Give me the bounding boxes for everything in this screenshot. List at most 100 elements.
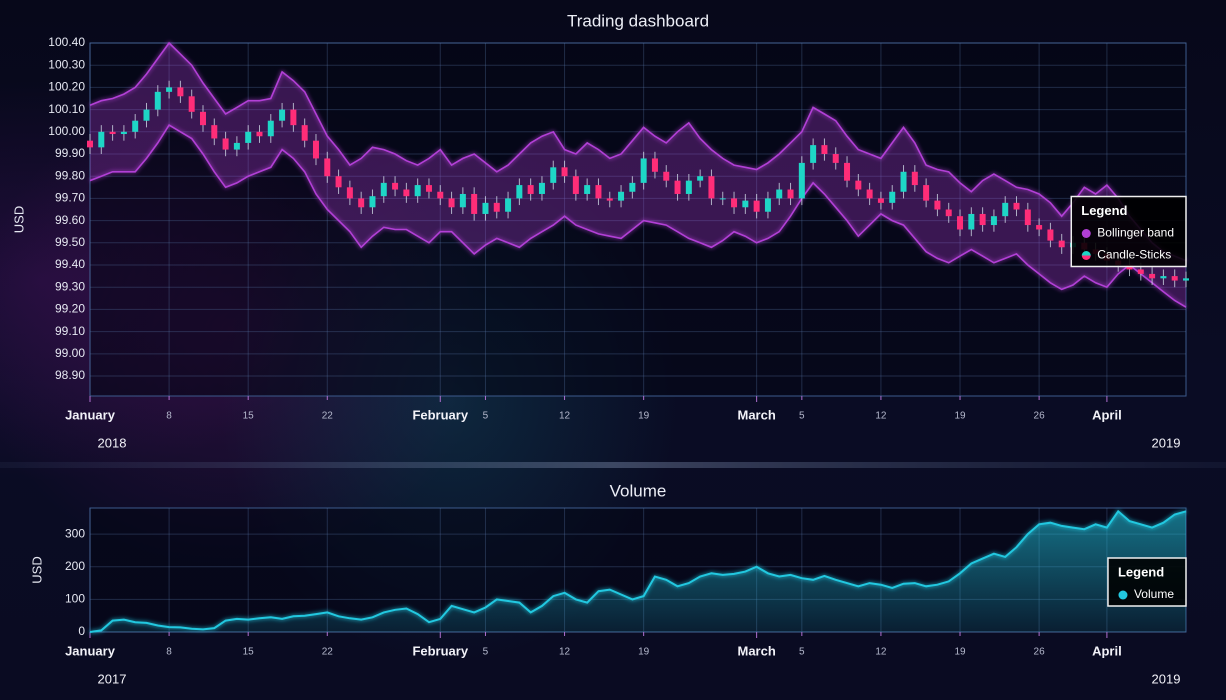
y-tick-label: 100.30 bbox=[48, 57, 85, 71]
candle-body bbox=[222, 138, 229, 150]
candle-body bbox=[697, 176, 704, 181]
y-tick-label: 99.10 bbox=[55, 324, 85, 338]
legend-icon bbox=[1081, 229, 1091, 238]
candle-body bbox=[1013, 202, 1020, 210]
candle-body bbox=[143, 109, 150, 121]
band-fill bbox=[90, 43, 1186, 308]
candle-body bbox=[448, 198, 455, 208]
year-label: 2019 bbox=[1152, 671, 1181, 686]
candle-body bbox=[403, 189, 410, 197]
candle-body bbox=[934, 200, 941, 210]
legend-entry: Volume bbox=[1134, 587, 1174, 601]
candle-body bbox=[776, 189, 783, 199]
candle-body bbox=[742, 200, 749, 208]
candle-body bbox=[505, 198, 512, 212]
x-tick-label: 12 bbox=[875, 411, 887, 422]
y-tick-label: 100 bbox=[65, 592, 85, 606]
candle-body bbox=[188, 96, 195, 112]
y-tick-label: 99.00 bbox=[55, 346, 85, 360]
candle-body bbox=[1183, 278, 1189, 281]
candle-body bbox=[516, 185, 523, 199]
candle-body bbox=[392, 182, 399, 190]
x-tick-label: 12 bbox=[875, 647, 887, 658]
candle-body bbox=[425, 185, 432, 192]
band-lower bbox=[89, 124, 1187, 308]
y-tick-label: 99.80 bbox=[55, 168, 85, 182]
candle-body bbox=[855, 180, 862, 190]
candle-body bbox=[380, 182, 387, 197]
candle-body bbox=[900, 171, 907, 192]
x-tick-label: 26 bbox=[1034, 647, 1046, 658]
candle-body bbox=[550, 167, 557, 183]
y-axis-label: USD bbox=[29, 556, 44, 583]
x-tick-label: 8 bbox=[166, 411, 172, 422]
x-tick-label: 5 bbox=[483, 647, 489, 658]
candle-body bbox=[708, 176, 715, 199]
candle-body bbox=[572, 176, 579, 194]
x-tick-label: 5 bbox=[799, 647, 805, 658]
x-tick-label: 19 bbox=[954, 411, 966, 422]
legend-title: Legend bbox=[1118, 564, 1164, 579]
candle-body bbox=[199, 111, 206, 126]
candle-body bbox=[290, 109, 297, 126]
panel-divider bbox=[0, 462, 1226, 468]
candle-body bbox=[369, 196, 376, 208]
candle-body bbox=[979, 213, 986, 226]
x-tick-label: 19 bbox=[954, 647, 966, 658]
candle-body bbox=[798, 162, 805, 199]
candle-body bbox=[312, 140, 319, 159]
candle-body bbox=[1024, 209, 1031, 226]
candle-body bbox=[877, 198, 884, 203]
x-tick-label: 22 bbox=[322, 411, 334, 422]
candle-body bbox=[358, 198, 365, 208]
candle-body bbox=[1149, 273, 1156, 279]
candle-body bbox=[810, 145, 817, 163]
x-tick-label: 26 bbox=[1034, 411, 1046, 422]
legend-icon bbox=[1081, 255, 1091, 260]
candle-body bbox=[301, 125, 308, 141]
y-tick-label: 100.00 bbox=[48, 124, 85, 138]
legend-entry: Bollinger band bbox=[1097, 226, 1174, 240]
x-tick-label: 22 bbox=[322, 647, 334, 658]
y-tick-label: 99.70 bbox=[55, 191, 85, 205]
candle-body bbox=[821, 145, 828, 155]
candle-body bbox=[132, 120, 139, 132]
candle-body bbox=[335, 176, 342, 188]
candle-body bbox=[166, 87, 173, 92]
y-tick-label: 99.30 bbox=[55, 279, 85, 293]
candle-body bbox=[211, 125, 218, 139]
candle-body bbox=[731, 198, 738, 208]
y-tick-label: 100.20 bbox=[48, 80, 85, 94]
candle-body bbox=[640, 158, 647, 183]
candle-body bbox=[968, 213, 975, 230]
x-tick-label: March bbox=[737, 643, 775, 658]
candle-body bbox=[1058, 240, 1065, 248]
candle-body bbox=[923, 185, 930, 201]
candle-body bbox=[866, 189, 873, 199]
candle-body bbox=[832, 154, 839, 163]
x-tick-label: January bbox=[65, 407, 116, 422]
y-tick-label: 99.50 bbox=[55, 235, 85, 249]
candle-body bbox=[685, 180, 692, 194]
candle-body bbox=[233, 142, 240, 150]
band-upper bbox=[89, 41, 1187, 262]
legend-title: Legend bbox=[1081, 203, 1127, 218]
chart-title: Volume bbox=[610, 481, 667, 500]
candle-body bbox=[459, 193, 466, 208]
candle-body bbox=[245, 131, 252, 143]
legend-icon bbox=[1118, 590, 1128, 600]
legend: Legend Volume bbox=[1107, 557, 1187, 607]
candle-body bbox=[279, 109, 286, 121]
candle-body bbox=[561, 167, 568, 177]
plot-area bbox=[89, 42, 1187, 397]
year-label: 2017 bbox=[98, 671, 127, 686]
legend-entry: Candle-Sticks bbox=[1097, 248, 1171, 262]
x-tick-label: 15 bbox=[243, 647, 255, 658]
y-tick-label: 100.10 bbox=[48, 102, 85, 116]
chart-title: Trading dashboard bbox=[567, 11, 709, 30]
candle-body bbox=[618, 191, 625, 201]
candle-body bbox=[493, 202, 500, 212]
y-tick-label: 100.40 bbox=[48, 35, 85, 49]
y-tick-label: 98.90 bbox=[55, 368, 85, 382]
